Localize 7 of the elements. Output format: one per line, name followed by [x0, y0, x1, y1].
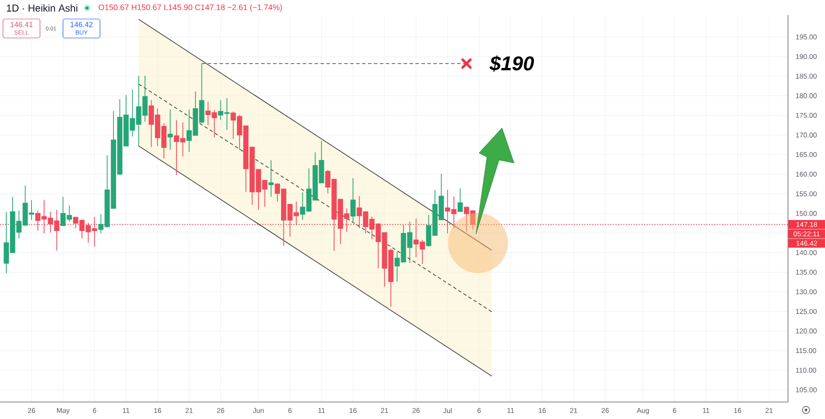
candlestick: [350, 178, 356, 222]
candlestick: [168, 109, 173, 150]
annotation: $190: [490, 55, 534, 72]
candlestick: [458, 188, 463, 212]
candlestick: [268, 160, 274, 198]
chart-title: 1D · Heikin Ashi: [6, 4, 78, 12]
chart-subtitle: O150.67 H150.67 L145.90 C147.18 −2.61 (−1.74%): [98, 4, 282, 12]
